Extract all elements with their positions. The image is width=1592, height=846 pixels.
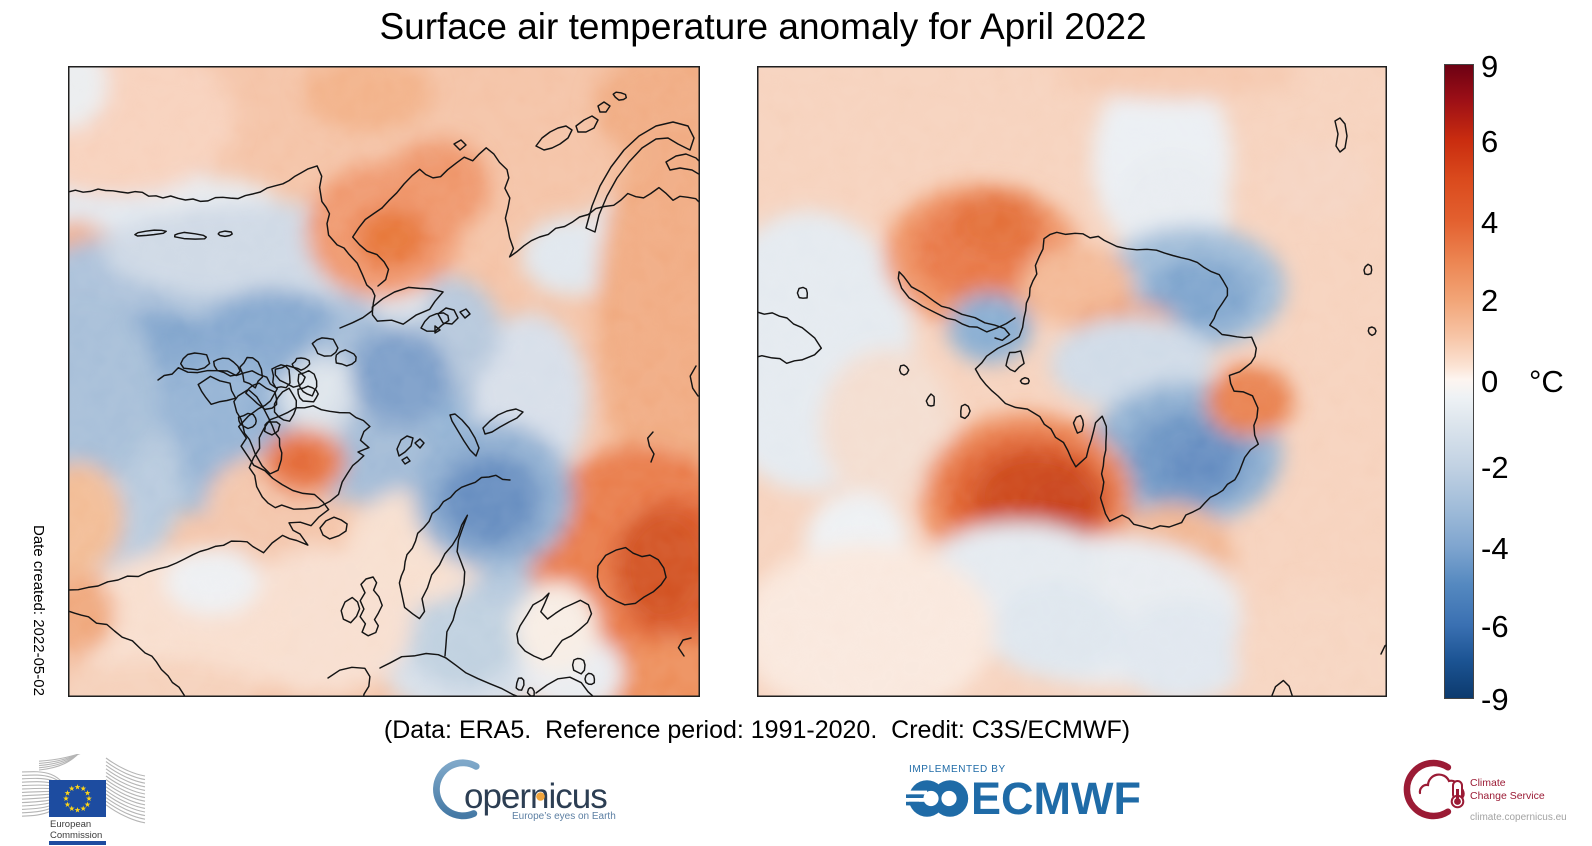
svg-text:★: ★ xyxy=(74,806,81,815)
svg-text:★: ★ xyxy=(64,800,71,809)
svg-text:Commission: Commission xyxy=(50,830,102,841)
svg-text:climate.copernicus.eu: climate.copernicus.eu xyxy=(1470,812,1567,823)
svg-text:★: ★ xyxy=(64,788,71,797)
svg-text:★: ★ xyxy=(80,804,87,813)
svg-text:Change Service: Change Service xyxy=(1470,790,1545,802)
svg-text:opernicus: opernicus xyxy=(464,777,607,816)
svg-text:ECMWF: ECMWF xyxy=(971,773,1141,824)
svg-text:★: ★ xyxy=(68,804,75,813)
svg-text:★: ★ xyxy=(80,784,87,793)
svg-text:★: ★ xyxy=(84,800,91,809)
svg-text:★: ★ xyxy=(84,788,91,797)
svg-text:★: ★ xyxy=(74,783,81,792)
svg-text:★: ★ xyxy=(68,784,75,793)
svg-text:★: ★ xyxy=(63,794,70,803)
svg-text:Europe’s eyes on Earth: Europe’s eyes on Earth xyxy=(512,811,616,822)
svg-text:European: European xyxy=(50,819,91,830)
svg-text:★: ★ xyxy=(86,794,93,803)
svg-text:IMPLEMENTED BY: IMPLEMENTED BY xyxy=(909,764,1006,775)
svg-text:Climate: Climate xyxy=(1470,777,1506,789)
